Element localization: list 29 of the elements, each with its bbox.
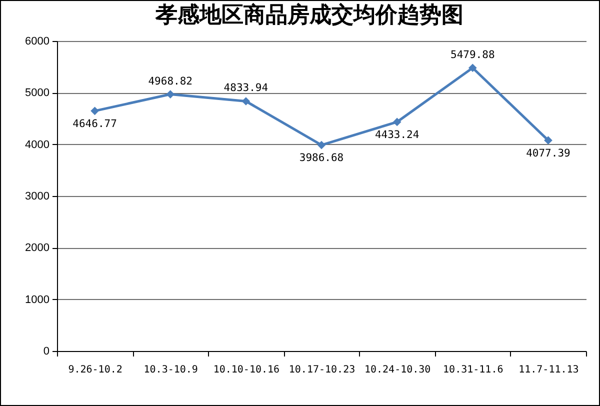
point (544, 136, 552, 145)
x-tick-label: 10.17-10.23 (288, 364, 356, 376)
y-tick-label: 2000 (25, 242, 50, 254)
x-tick-label: 11.7-11.13 (518, 364, 579, 376)
y-tick-label: 3000 (25, 190, 50, 202)
point (392, 118, 402, 126)
data-label: 4968.82 (148, 75, 192, 88)
data-label: 4077.39 (526, 147, 570, 160)
point (166, 90, 175, 98)
point (242, 97, 250, 106)
y-tick-label: 4000 (25, 138, 50, 151)
x-tick-label: 9.26-10.2 (68, 364, 122, 376)
x-tick-label: 10.10-10.16 (213, 364, 280, 376)
point (468, 64, 477, 72)
y-tick-label: 5000 (25, 87, 50, 100)
chart-title: 孝感地区商品房成交均价趋势图 (154, 2, 464, 28)
y-tick-label: 0 (43, 346, 50, 358)
data-label: 5479.88 (450, 48, 495, 61)
point (90, 106, 99, 116)
x-tick-label: 10.31-11.6 (443, 364, 504, 376)
x-tick-label: 10.3-10.9 (144, 364, 198, 376)
data-label: 4833.94 (224, 82, 268, 94)
data-label: 4433.24 (374, 128, 420, 141)
x-tick-label: 10.24-10.30 (364, 364, 431, 376)
point (317, 140, 326, 150)
data-label: 3986.68 (299, 152, 344, 164)
y-tick-label: 6000 (25, 36, 50, 48)
data-label: 4646.77 (72, 118, 117, 130)
y-tick-label: 1000 (25, 294, 50, 306)
